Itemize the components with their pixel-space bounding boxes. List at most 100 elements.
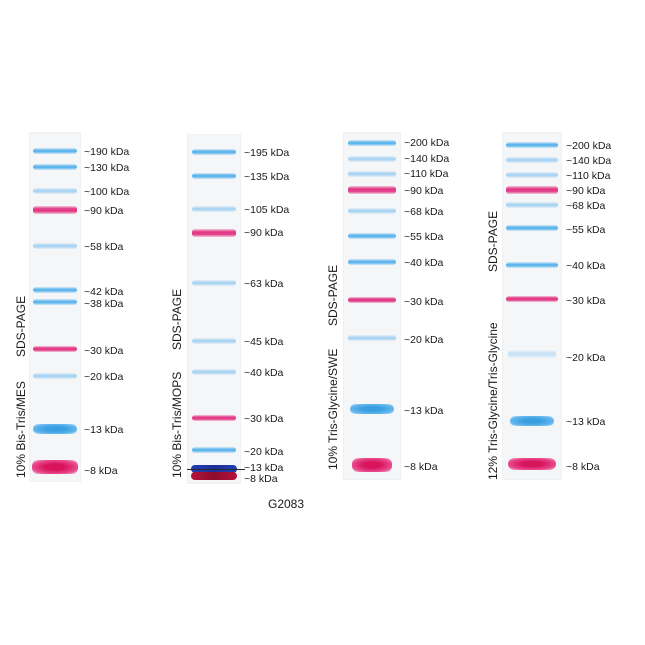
marker-label: ~135 kDa xyxy=(244,171,290,183)
marker-label: ~30 kDa xyxy=(404,296,444,308)
band xyxy=(352,458,392,472)
marker-label: ~55 kDa xyxy=(566,224,606,236)
band xyxy=(33,243,77,249)
tick-line xyxy=(187,469,245,470)
marker-label: ~40 kDa xyxy=(566,260,606,272)
band xyxy=(192,447,236,453)
band xyxy=(508,458,556,470)
marker-label: ~90 kDa xyxy=(244,227,284,239)
band xyxy=(33,287,77,293)
marker-label: ~8 kDa xyxy=(244,473,278,485)
marker-label: ~30 kDa xyxy=(566,295,606,307)
gel-lane-2 xyxy=(187,134,241,484)
method-label: SDS-PAGE xyxy=(170,288,184,350)
band xyxy=(192,369,236,375)
band xyxy=(33,373,77,379)
marker-label: ~55 kDa xyxy=(404,231,444,243)
marker-label: ~40 kDa xyxy=(404,257,444,269)
marker-label: ~195 kDa xyxy=(244,147,290,159)
band xyxy=(192,280,236,286)
marker-label: ~110 kDa xyxy=(404,168,449,180)
marker-label: ~90 kDa xyxy=(84,205,124,217)
gel-condition-label: 12% Tris-Glycine/Tris-Glycine xyxy=(486,322,500,480)
band xyxy=(348,259,396,265)
band xyxy=(506,172,558,178)
band xyxy=(348,156,396,162)
band xyxy=(510,416,554,426)
marker-label: ~90 kDa xyxy=(566,185,606,197)
marker-label: ~30 kDa xyxy=(244,413,284,425)
band xyxy=(191,472,237,480)
band xyxy=(32,460,78,474)
gel-condition-label: 10% Tris-Glycine/SWE xyxy=(326,348,340,470)
band xyxy=(506,157,558,163)
band xyxy=(506,186,558,194)
band xyxy=(33,206,77,214)
band xyxy=(350,404,394,414)
catalog-number: G2083 xyxy=(268,497,305,511)
gel-condition-label: 10% Bis-Tris/MES xyxy=(14,381,28,478)
band xyxy=(348,140,396,146)
band xyxy=(33,346,77,352)
band xyxy=(192,415,236,421)
marker-label: ~8 kDa xyxy=(566,461,600,473)
band xyxy=(506,225,558,231)
gel-lane-3 xyxy=(343,132,401,480)
gel-lane-4 xyxy=(502,132,562,480)
marker-label: ~110 kDa xyxy=(566,170,611,182)
marker-label: ~90 kDa xyxy=(404,185,444,197)
band xyxy=(506,142,558,148)
marker-label: ~20 kDa xyxy=(566,352,606,364)
marker-label: ~30 kDa xyxy=(84,345,124,357)
band xyxy=(33,188,77,194)
marker-label: ~63 kDa xyxy=(244,278,284,290)
marker-label: ~13 kDa xyxy=(404,405,444,417)
marker-label: ~40 kDa xyxy=(244,367,284,379)
marker-label: ~13 kDa xyxy=(244,462,284,474)
method-label: SDS-PAGE xyxy=(486,210,500,272)
band xyxy=(33,424,77,434)
band xyxy=(508,350,556,358)
marker-label: ~140 kDa xyxy=(566,155,612,167)
band xyxy=(506,202,558,208)
marker-label: ~13 kDa xyxy=(566,416,606,428)
marker-label: ~13 kDa xyxy=(84,424,124,436)
marker-label: ~38 kDa xyxy=(84,298,124,310)
marker-label: ~190 kDa xyxy=(84,146,130,158)
band xyxy=(348,186,396,194)
band xyxy=(192,173,236,179)
band xyxy=(506,262,558,268)
method-label: SDS-PAGE xyxy=(14,295,28,357)
band xyxy=(192,338,236,344)
marker-label: ~140 kDa xyxy=(404,153,450,165)
marker-label: ~20 kDa xyxy=(244,446,284,458)
band xyxy=(348,208,396,214)
band xyxy=(192,229,236,237)
marker-label: ~45 kDa xyxy=(244,336,284,348)
band xyxy=(33,299,77,305)
marker-label: ~68 kDa xyxy=(566,200,606,212)
band xyxy=(348,335,396,341)
marker-label: ~68 kDa xyxy=(404,206,444,218)
gel-condition-label: 10% Bis-Tris/MOPS xyxy=(170,371,184,478)
band xyxy=(348,233,396,239)
marker-label: ~100 kDa xyxy=(84,186,130,198)
band xyxy=(348,171,396,177)
marker-label: ~200 kDa xyxy=(404,137,450,149)
marker-label: ~20 kDa xyxy=(404,334,444,346)
marker-label: ~105 kDa xyxy=(244,204,290,216)
marker-label: ~8 kDa xyxy=(84,465,118,477)
band xyxy=(192,149,236,155)
marker-label: ~20 kDa xyxy=(84,371,124,383)
marker-label: ~58 kDa xyxy=(84,241,124,253)
method-label: SDS-PAGE xyxy=(326,264,340,326)
marker-label: ~42 kDa xyxy=(84,286,124,298)
band xyxy=(33,148,77,154)
marker-label: ~200 kDa xyxy=(566,140,612,152)
marker-label: ~8 kDa xyxy=(404,461,438,473)
band xyxy=(33,164,77,170)
marker-label: ~130 kDa xyxy=(84,162,130,174)
band xyxy=(348,297,396,303)
band xyxy=(192,206,236,212)
band xyxy=(506,296,558,302)
